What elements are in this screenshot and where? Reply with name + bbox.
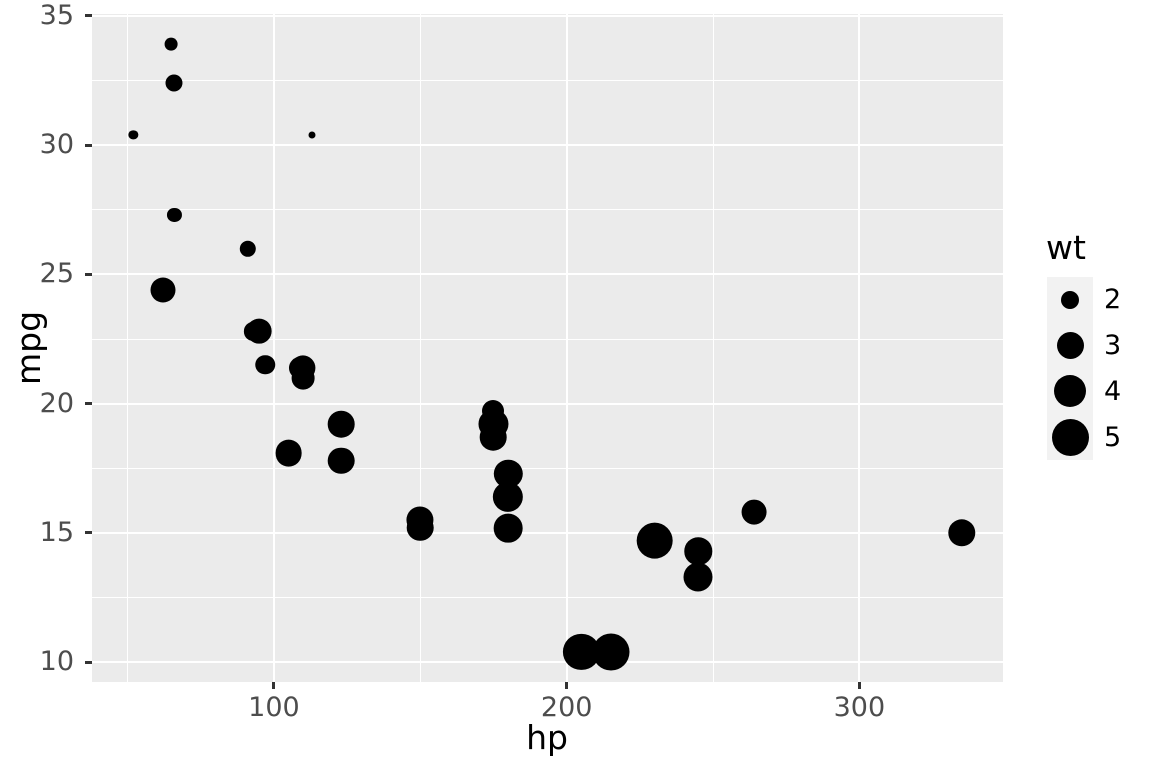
plot-panel (92, 14, 1003, 682)
minor-gridline-y (92, 597, 1003, 599)
data-point (289, 356, 312, 379)
y-axis-title: mpg (9, 310, 48, 386)
data-point (239, 240, 256, 257)
y-axis-tick (85, 531, 92, 535)
y-tick-label: 25 (39, 258, 74, 290)
data-point (327, 447, 355, 474)
major-gridline-y (92, 14, 1003, 17)
data-point (493, 513, 523, 543)
data-point (741, 499, 767, 525)
data-point (150, 277, 176, 303)
x-tick-label: 100 (248, 692, 300, 723)
data-point (684, 537, 713, 565)
y-tick-label: 10 (39, 646, 74, 678)
minor-gridline-x (712, 14, 714, 682)
y-tick-label: 20 (39, 387, 74, 419)
data-point (308, 131, 316, 139)
legend-title: wt (1046, 228, 1086, 267)
minor-gridline-x (127, 14, 129, 682)
data-point (167, 207, 182, 223)
legend-key-label: 2 (1104, 284, 1122, 316)
data-point (948, 519, 976, 547)
y-axis-tick (85, 14, 92, 18)
y-axis-tick (85, 402, 92, 406)
x-axis-tick (857, 682, 861, 690)
data-point (327, 411, 355, 438)
x-axis-tick (565, 682, 569, 690)
minor-gridline-y (92, 467, 1003, 469)
data-point (246, 318, 272, 344)
y-axis-tick (85, 272, 92, 276)
major-gridline-y (92, 402, 1003, 405)
data-point (255, 355, 275, 375)
y-tick-label: 35 (39, 0, 74, 31)
x-axis-tick (272, 682, 276, 690)
major-gridline-x (272, 14, 275, 682)
legend-key-label: 3 (1104, 330, 1122, 362)
minor-gridline-y (92, 80, 1003, 82)
data-point (592, 633, 630, 671)
data-point (407, 514, 434, 542)
data-point (683, 562, 713, 592)
data-point (165, 37, 178, 51)
data-point (128, 130, 139, 140)
minor-gridline-y (92, 209, 1003, 211)
legend-key-circle (1056, 332, 1084, 360)
major-gridline-y (92, 273, 1003, 276)
y-axis-tick (85, 143, 92, 147)
minor-gridline-y (92, 338, 1003, 340)
legend-key (1047, 414, 1093, 460)
data-point (482, 400, 505, 423)
x-axis-title: hp (526, 718, 568, 757)
data-point (636, 522, 673, 560)
legend-key-circle (1061, 290, 1079, 309)
y-axis-tick (85, 660, 92, 664)
x-tick-label: 200 (540, 692, 593, 723)
major-gridline-y (92, 661, 1003, 664)
legend-key-label: 5 (1104, 421, 1122, 453)
major-gridline-y (92, 144, 1003, 147)
legend-key-circle (1054, 375, 1086, 408)
y-tick-label: 30 (39, 129, 74, 161)
legend-key (1047, 277, 1093, 323)
minor-gridline-x (419, 14, 421, 682)
legend-key (1047, 322, 1093, 369)
data-point (275, 439, 302, 467)
x-tick-label: 300 (833, 692, 886, 723)
legend-key-label: 4 (1104, 375, 1122, 407)
legend-key-circle (1051, 418, 1089, 456)
y-tick-label: 15 (39, 516, 74, 548)
major-gridline-x (565, 14, 568, 682)
major-gridline-x (858, 14, 861, 682)
major-gridline-y (92, 531, 1003, 534)
data-point (493, 459, 523, 488)
legend-key (1047, 368, 1093, 415)
data-point (165, 74, 183, 92)
